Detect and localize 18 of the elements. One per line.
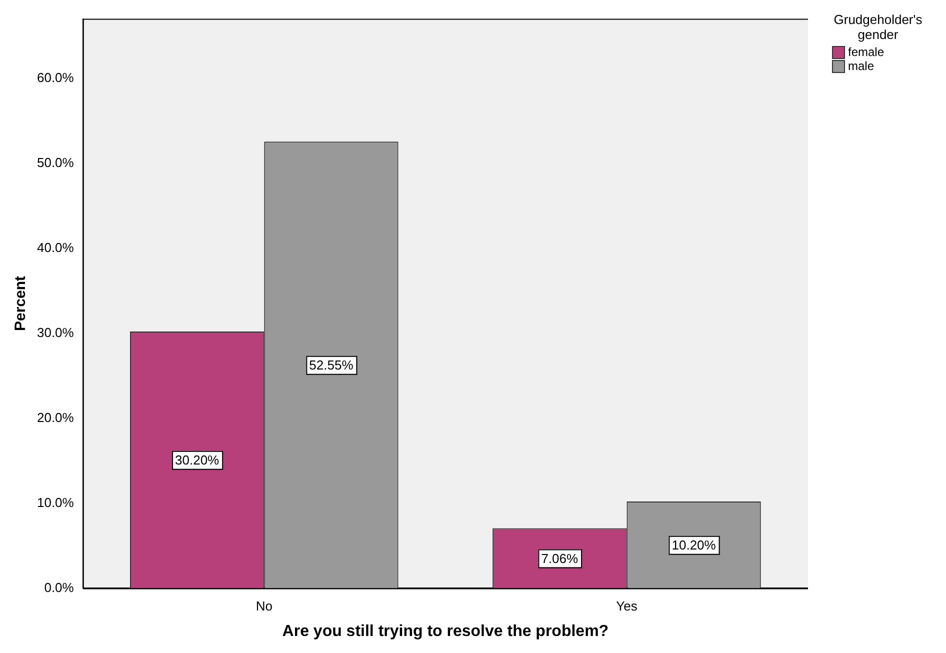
- data-label: 7.06%: [541, 550, 579, 566]
- x-tick-label: No: [256, 598, 272, 614]
- y-tick-label: 0.0%: [44, 580, 74, 595]
- legend-label: male: [848, 59, 874, 73]
- data-label: 10.20%: [672, 537, 716, 552]
- x-axis-title: Are you still trying to resolve the problem?: [282, 622, 609, 640]
- legend-title: Grudgeholder's gender: [832, 12, 924, 42]
- y-tick-label: 40.0%: [36, 240, 74, 255]
- data-label: 30.20%: [175, 452, 220, 468]
- y-axis-title: Percent: [12, 276, 30, 332]
- y-tick-label: 20.0%: [36, 410, 74, 425]
- data-label: 52.55%: [309, 357, 354, 372]
- y-tick-label: 60.0%: [36, 70, 74, 85]
- legend-label: female: [848, 45, 884, 59]
- y-tick-label: 10.0%: [36, 494, 74, 510]
- y-tick-label: 30.0%: [36, 324, 74, 340]
- x-tick-label: Yes: [616, 598, 638, 614]
- y-tick-label: 50.0%: [36, 154, 74, 170]
